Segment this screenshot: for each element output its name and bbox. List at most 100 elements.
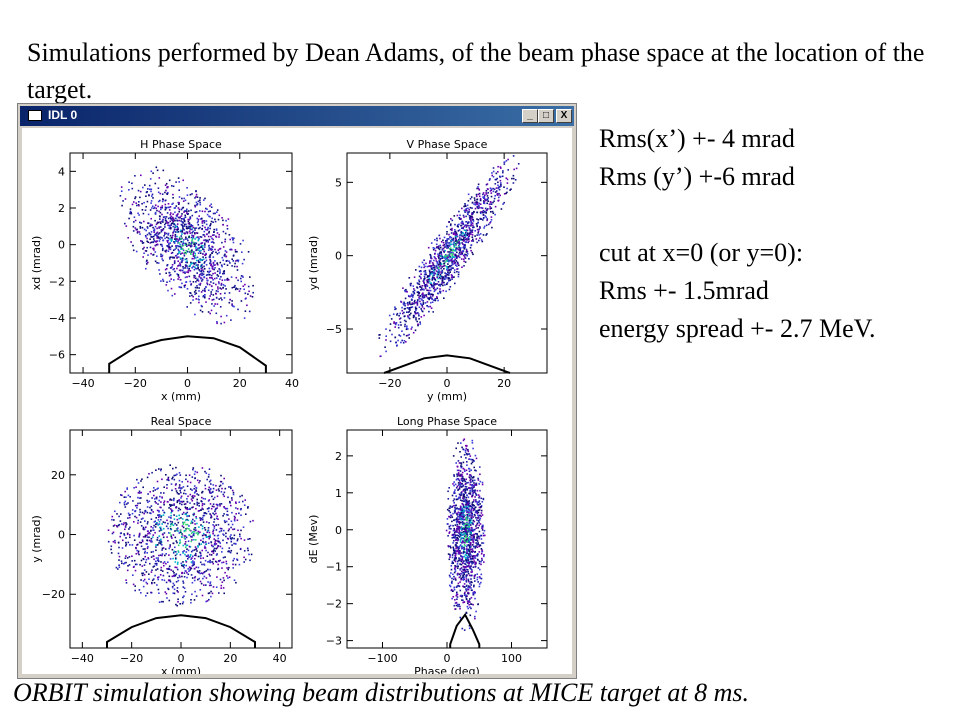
scatter-point xyxy=(466,546,468,548)
scatter-point xyxy=(424,286,427,288)
scatter-point xyxy=(466,464,468,466)
minimize-button[interactable]: _ xyxy=(522,109,538,123)
scatter-point xyxy=(222,284,225,286)
scatter-point xyxy=(469,215,472,218)
scatter-point xyxy=(193,262,195,264)
scatter-point xyxy=(437,245,440,248)
scatter-point xyxy=(152,490,155,492)
scatter-point xyxy=(181,243,184,245)
scatter-point xyxy=(175,228,177,231)
scatter-point xyxy=(158,269,160,271)
scatter-point xyxy=(192,555,194,558)
scatter-point xyxy=(420,277,422,280)
scatter-point xyxy=(217,540,220,543)
scatter-point xyxy=(216,546,219,549)
close-button[interactable]: X xyxy=(556,109,572,123)
scatter-point xyxy=(190,253,192,255)
scatter-point xyxy=(138,541,141,544)
scatter-point xyxy=(462,537,465,540)
scatter-point xyxy=(451,597,453,600)
scatter-point xyxy=(114,541,116,544)
scatter-point xyxy=(221,567,223,569)
scatter-point xyxy=(153,231,155,233)
scatter-point xyxy=(220,282,223,285)
scatter-point xyxy=(186,208,188,211)
scatter-point xyxy=(179,541,182,543)
scatter-point xyxy=(175,231,177,233)
scatter-point xyxy=(239,533,241,536)
scatter-point xyxy=(203,262,206,264)
scatter-point xyxy=(476,201,478,203)
scatter-point xyxy=(125,543,128,546)
scatter-point xyxy=(177,591,179,593)
scatter-point xyxy=(209,227,211,230)
scatter-point xyxy=(150,236,152,238)
scatter-point xyxy=(227,577,229,579)
scatter-point xyxy=(431,279,434,281)
scatter-point xyxy=(190,532,193,534)
scatter-point xyxy=(458,240,460,243)
scatter-point xyxy=(472,509,475,511)
scatter-point xyxy=(210,235,212,238)
scatter-point xyxy=(197,218,200,221)
scatter-point xyxy=(479,503,481,505)
scatter-point xyxy=(412,314,415,317)
scatter-point xyxy=(169,505,172,507)
scatter-point xyxy=(467,540,470,542)
scatter-point xyxy=(435,258,437,260)
scatter-point xyxy=(455,552,457,555)
scatter-point xyxy=(171,586,174,589)
scatter-point xyxy=(193,251,195,253)
scatter-point xyxy=(149,188,151,191)
scatter-point xyxy=(176,253,179,255)
scatter-point xyxy=(228,260,230,262)
scatter-point xyxy=(225,314,228,317)
scatter-point xyxy=(216,274,219,276)
scatter-point xyxy=(158,523,161,525)
scatter-point xyxy=(396,344,398,346)
scatter-point xyxy=(213,268,215,271)
maximize-button[interactable]: □ xyxy=(538,109,554,123)
scatter-point xyxy=(136,544,138,546)
scatter-point xyxy=(146,263,148,265)
scatter-point xyxy=(455,518,457,521)
scatter-point xyxy=(419,289,422,291)
scatter-point xyxy=(228,550,230,552)
scatter-point xyxy=(161,206,163,209)
scatter-point xyxy=(143,528,146,530)
scatter-point xyxy=(209,581,212,583)
scatter-point xyxy=(483,197,485,199)
scatter-points xyxy=(107,464,254,607)
scatter-point xyxy=(120,494,122,496)
scatter-point xyxy=(121,494,123,497)
scatter-point xyxy=(480,218,482,220)
scatter-point xyxy=(406,291,408,293)
scatter-point xyxy=(208,598,210,601)
window-titlebar[interactable]: IDL 0 _ □ X xyxy=(20,106,574,126)
scatter-point xyxy=(197,532,199,534)
scatter-point xyxy=(156,240,158,243)
scatter-point xyxy=(173,504,175,506)
scatter-point xyxy=(206,600,209,602)
scatter-point xyxy=(408,307,410,309)
scatter-point xyxy=(134,504,137,507)
scatter-point xyxy=(198,276,201,278)
scatter-point xyxy=(233,579,236,581)
scatter-point xyxy=(231,300,233,302)
scatter-point xyxy=(465,536,468,538)
scatter-point xyxy=(205,472,208,474)
scatter-point xyxy=(246,547,249,550)
scatter-point xyxy=(189,535,192,538)
scatter-point xyxy=(459,575,462,577)
scatter-point xyxy=(451,219,454,222)
scatter-point xyxy=(505,160,508,162)
scatter-point xyxy=(199,266,202,268)
scatter-point xyxy=(243,556,245,559)
scatter-point xyxy=(463,236,465,239)
scatter-point xyxy=(193,276,195,279)
scatter-point xyxy=(426,279,428,282)
scatter-point xyxy=(185,223,187,226)
scatter-point xyxy=(444,264,447,267)
scatter-point xyxy=(127,237,129,239)
